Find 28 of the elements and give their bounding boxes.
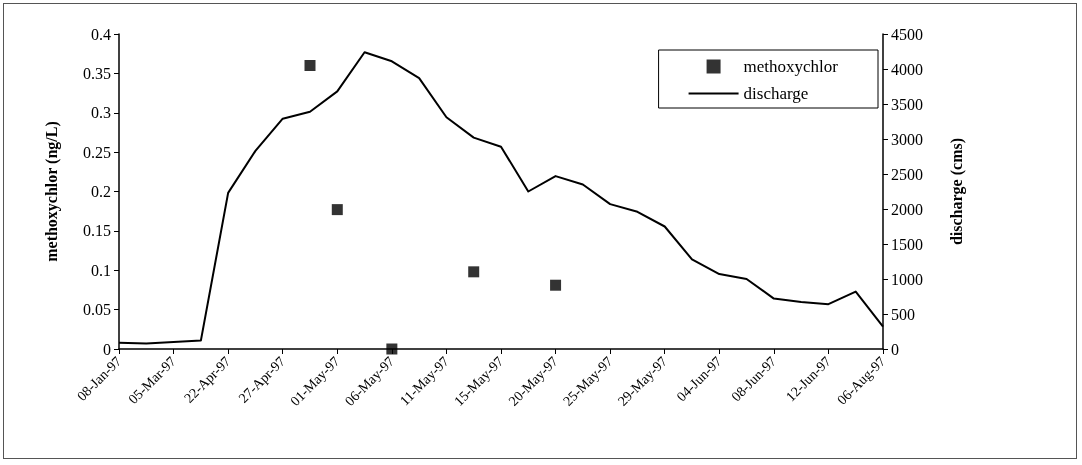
y-axis-title: methoxychlor (ng/L) <box>42 121 61 262</box>
legend-label: discharge <box>743 84 809 103</box>
y2-tick-label: 4500 <box>891 25 923 43</box>
y-tick-label: 0.2 <box>91 183 111 200</box>
y-tick-label: 0.05 <box>83 301 111 319</box>
y-tick-label: 0.3 <box>91 104 111 122</box>
y-tick-label: 0.1 <box>91 261 111 279</box>
y2-tick-label: 2000 <box>891 200 923 218</box>
y-tick-label: 0.35 <box>83 64 111 82</box>
point <box>386 343 398 355</box>
point <box>468 266 480 278</box>
legend-label: methoxychlor <box>743 57 839 76</box>
y2-tick-label: 500 <box>891 305 915 323</box>
y-tick-label: 0.4 <box>91 25 111 43</box>
y2-tick-label: 3500 <box>891 95 923 113</box>
y2-tick-label: 1500 <box>891 235 923 253</box>
y2-tick-label: 4000 <box>891 60 923 78</box>
point <box>331 204 343 216</box>
y-tick-label: 0.15 <box>83 222 111 240</box>
y2-tick-label: 2500 <box>891 165 923 183</box>
y2-tick-label: 1000 <box>891 270 923 288</box>
point <box>304 60 316 71</box>
y2-tick-label: 3000 <box>891 130 923 148</box>
y2-tick-label: 0 <box>891 340 899 358</box>
y2-axis-title: discharge (cms) <box>947 137 966 246</box>
y-tick-label: 0 <box>103 340 111 358</box>
y-tick-label: 0.25 <box>83 143 111 161</box>
point <box>550 279 562 291</box>
